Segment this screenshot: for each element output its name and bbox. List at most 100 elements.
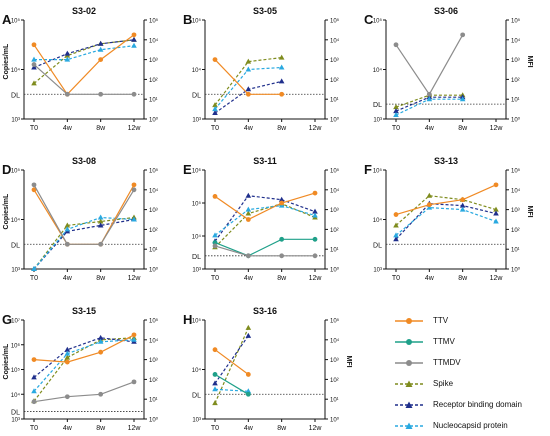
- x-tick-label: 8w: [277, 275, 287, 282]
- data-point-rbd: [312, 208, 318, 214]
- data-point-rbd: [393, 108, 399, 114]
- x-tick-label: 12w: [128, 125, 142, 132]
- left-tick-label: 10⁶: [11, 342, 21, 349]
- data-point-ttmdv: [98, 91, 104, 97]
- data-point-spike: [393, 104, 399, 110]
- data-point-spike: [31, 80, 37, 86]
- x-tick-label: 8w: [96, 125, 106, 132]
- series-line-ttmdv: [33, 64, 134, 95]
- right-tick-label: 10²: [149, 378, 158, 384]
- right-tick-label: 10⁵: [330, 168, 340, 175]
- x-tick-label: 8w: [458, 275, 468, 282]
- x-tick-label: 12w: [128, 275, 142, 282]
- data-point-spike: [426, 192, 433, 198]
- data-point-ncp: [212, 232, 218, 238]
- data-point-ttv: [279, 91, 285, 97]
- series-line-ttmdv: [33, 184, 135, 245]
- x-tick-label: 12w: [490, 125, 504, 132]
- x-tick-label: 4w: [244, 425, 254, 432]
- right-tick-label: 10¹: [511, 98, 520, 104]
- left-axis-label: Copies/mL: [3, 193, 10, 230]
- left-tick-label: 10⁵: [11, 18, 21, 25]
- data-point-ncp: [278, 64, 285, 70]
- data-point-rbd: [97, 222, 104, 228]
- detection-limit-label: DL: [11, 410, 20, 417]
- left-tick-label: 10⁴: [192, 367, 202, 374]
- left-tick-label: 10⁵: [192, 318, 202, 325]
- x-tick-label: 4w: [425, 125, 435, 132]
- right-tick-label: 10³: [511, 58, 520, 64]
- left-tick-label: 10⁴: [373, 217, 383, 224]
- legend-item-ttv: TTV: [395, 310, 545, 331]
- right-tick-label: 10⁵: [330, 318, 340, 325]
- data-point-spike: [64, 354, 71, 360]
- data-point-ncp: [31, 388, 37, 394]
- data-point-rbd: [31, 64, 37, 70]
- left-tick-label: 10⁴: [192, 67, 202, 74]
- panel-title: S3-11: [253, 156, 277, 166]
- data-point-ttmdv: [312, 253, 318, 259]
- right-tick-label: 10⁰: [149, 417, 159, 424]
- right-tick-label: 10⁴: [149, 337, 159, 344]
- data-point-ncp: [97, 338, 104, 344]
- data-point-ttv: [393, 212, 399, 217]
- data-point-ttv: [426, 202, 432, 208]
- panel-b: B S3-05 10³ 10⁴ 10⁵ 10⁰ 10¹ 10² 10³ 10⁴ 10⁵ T0 4w 8w 1…: [183, 6, 340, 132]
- data-point-ncp: [459, 206, 466, 212]
- series-line-ttv: [33, 34, 135, 96]
- series-line-ncp: [395, 206, 497, 236]
- data-point-ttv: [64, 359, 70, 365]
- right-tick-label: 10³: [330, 208, 339, 214]
- data-point-ncp: [64, 56, 71, 62]
- left-tick-label: 10⁴: [11, 67, 21, 74]
- right-tick-label: 10⁰: [149, 267, 159, 274]
- data-point-ncp: [245, 66, 252, 72]
- left-tick-label: 10³: [11, 268, 20, 274]
- data-point-ttv: [98, 57, 104, 62]
- data-point-ttmv: [212, 240, 218, 246]
- data-point-ttmdv: [131, 91, 137, 97]
- data-point-ncp: [493, 218, 499, 224]
- right-axis-label: MFI: [526, 206, 533, 218]
- x-tick-label: 4w: [244, 125, 254, 132]
- right-tick-label: 10⁵: [511, 18, 521, 25]
- data-point-ncp: [64, 350, 71, 356]
- data-point-spike: [245, 58, 252, 64]
- right-tick-label: 10⁰: [511, 267, 521, 274]
- series-line-ncp: [214, 204, 316, 236]
- series-line-ttmdv: [33, 381, 135, 403]
- detection-limit-label: DL: [373, 102, 382, 109]
- right-tick-label: 10²: [330, 228, 339, 234]
- series-line-ttv: [33, 334, 135, 363]
- data-point-ttv: [212, 194, 218, 199]
- right-tick-label: 10³: [149, 358, 158, 364]
- right-tick-label: 10³: [149, 58, 158, 64]
- data-point-ttv: [31, 187, 37, 193]
- right-tick-label: 10⁰: [330, 417, 340, 424]
- right-tick-label: 10¹: [511, 248, 520, 254]
- data-point-rbd: [64, 346, 71, 352]
- series-line-rbd: [214, 195, 316, 242]
- series-line-ttmdv: [395, 34, 464, 96]
- data-point-ncp: [426, 204, 433, 210]
- right-tick-label: 10⁴: [330, 337, 340, 344]
- series-line-spike: [33, 337, 135, 402]
- left-tick-label: 10⁵: [11, 168, 21, 175]
- data-point-rbd: [131, 36, 137, 42]
- data-point-ttv: [245, 372, 251, 377]
- data-point-ttv: [31, 42, 37, 48]
- x-tick-label: 4w: [425, 275, 435, 282]
- data-point-ncp: [245, 206, 252, 212]
- data-point-ttmdv: [426, 91, 432, 97]
- legend-item-spike: Spike: [395, 373, 545, 394]
- data-point-rbd: [97, 40, 104, 46]
- x-tick-label: T0: [392, 125, 400, 132]
- panel-title: S3-16: [253, 306, 277, 316]
- data-point-rbd: [493, 210, 499, 216]
- right-tick-label: 10³: [511, 208, 520, 214]
- data-point-ncp: [31, 56, 37, 62]
- panel-letter: D: [2, 162, 11, 177]
- data-point-ttmdv: [279, 253, 285, 259]
- series-line-spike: [214, 203, 316, 248]
